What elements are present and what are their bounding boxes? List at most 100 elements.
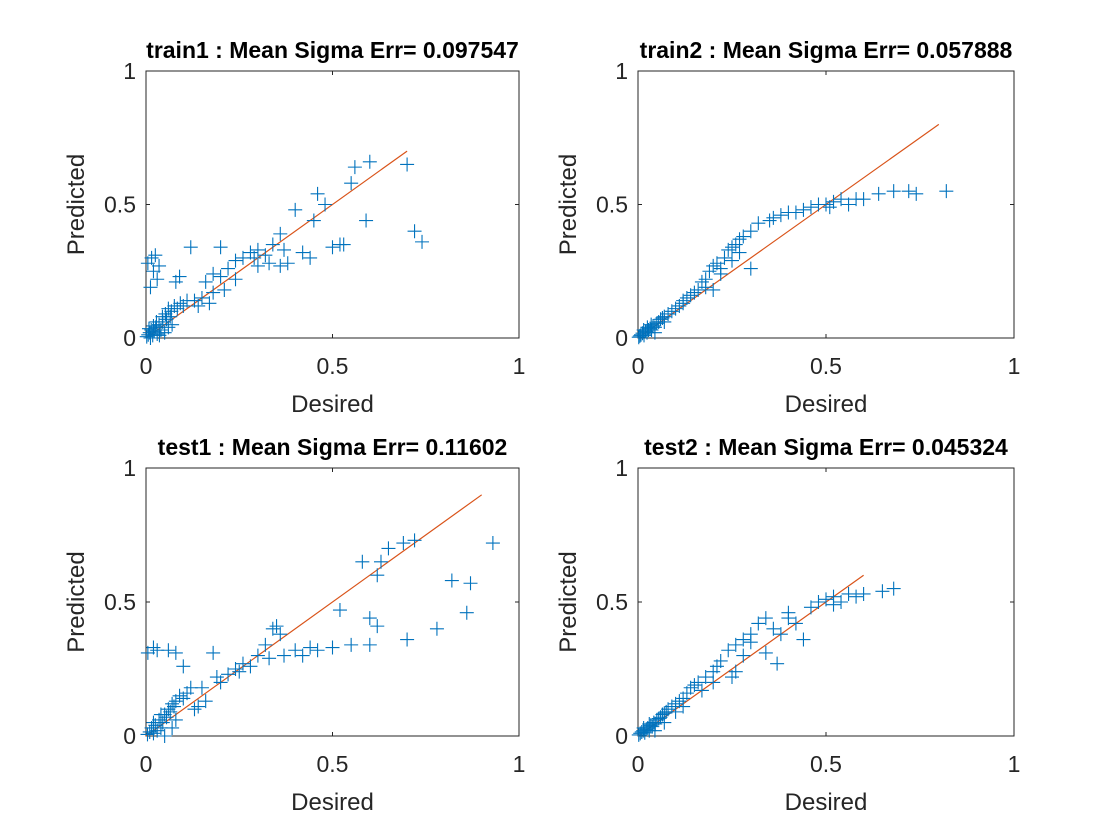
data-point bbox=[140, 727, 155, 742]
data-point bbox=[247, 250, 262, 265]
data-point bbox=[706, 258, 721, 273]
data-point bbox=[732, 245, 747, 260]
data-point bbox=[194, 680, 209, 695]
data-point bbox=[143, 280, 158, 295]
data-point bbox=[194, 290, 209, 305]
data-point bbox=[463, 576, 478, 591]
data-point bbox=[243, 659, 258, 674]
data-point bbox=[819, 592, 833, 607]
x-axis-label: Desired bbox=[785, 391, 868, 418]
data-point bbox=[336, 237, 351, 252]
data-point bbox=[213, 240, 228, 255]
data-point bbox=[144, 250, 159, 265]
data-point bbox=[770, 656, 785, 671]
data-point bbox=[856, 192, 871, 207]
data-point bbox=[826, 194, 841, 209]
data-point bbox=[655, 310, 670, 325]
y-tick-label: 1 bbox=[615, 58, 628, 84]
data-point bbox=[636, 322, 651, 337]
data-point bbox=[691, 675, 706, 690]
subplot-4: 0 0.5 1 0 0.5 1 test2 : Mean Sigma Err= 0.0453… bbox=[555, 434, 1020, 816]
data-point bbox=[150, 272, 165, 287]
data-point bbox=[811, 197, 826, 212]
data-point bbox=[232, 664, 247, 679]
data-point bbox=[176, 691, 191, 706]
data-point bbox=[209, 670, 224, 685]
data-point bbox=[649, 712, 664, 727]
data-point bbox=[258, 637, 273, 652]
data-point bbox=[676, 699, 691, 714]
data-point bbox=[262, 256, 277, 271]
data-point bbox=[153, 707, 168, 722]
data-point bbox=[939, 184, 954, 199]
y-tick-label: 1 bbox=[123, 58, 136, 84]
data-point bbox=[679, 686, 694, 701]
data-point bbox=[713, 261, 728, 276]
data-point bbox=[277, 648, 292, 663]
data-point bbox=[146, 640, 161, 655]
data-point bbox=[161, 320, 176, 335]
data-point bbox=[213, 675, 228, 690]
data-point bbox=[758, 645, 773, 660]
y-tick-label: 1 bbox=[615, 455, 628, 481]
data-point bbox=[725, 670, 739, 685]
data-point bbox=[636, 720, 651, 735]
data-point bbox=[849, 589, 864, 604]
data-point bbox=[228, 662, 243, 676]
data-point bbox=[168, 712, 183, 727]
data-point bbox=[875, 584, 890, 599]
data-point bbox=[325, 240, 340, 255]
data-point bbox=[803, 600, 818, 615]
data-point bbox=[142, 724, 157, 739]
data-point bbox=[721, 643, 736, 658]
data-point bbox=[732, 232, 747, 247]
data-point bbox=[796, 202, 811, 217]
data-point bbox=[841, 197, 856, 212]
data-point bbox=[886, 184, 901, 199]
data-point bbox=[187, 702, 202, 717]
data-point bbox=[273, 258, 288, 273]
data-point bbox=[728, 664, 743, 679]
data-point bbox=[694, 274, 709, 289]
data-point bbox=[803, 200, 818, 215]
data-point bbox=[159, 312, 174, 327]
x-axis-label: Desired bbox=[291, 391, 374, 418]
data-point bbox=[640, 320, 655, 335]
data-point bbox=[332, 603, 347, 618]
data-point bbox=[168, 645, 183, 660]
data-point bbox=[631, 330, 646, 345]
subplot-2: 0 0.5 1 0 0.5 1 train2 : Mean Sigma Err= 0.057… bbox=[555, 37, 1020, 418]
x-tick-label: 1 bbox=[513, 353, 526, 379]
data-point bbox=[318, 197, 333, 212]
data-point bbox=[661, 702, 676, 717]
data-point bbox=[709, 256, 724, 271]
subplot-1: 0 0.5 1 0 0.5 1 train1 : Mean Sigma Err= 0.097… bbox=[63, 37, 525, 418]
data-point bbox=[694, 683, 709, 698]
data-point bbox=[217, 282, 232, 297]
x-tick-label: 0.5 bbox=[317, 353, 349, 379]
data-point bbox=[277, 242, 292, 257]
data-point bbox=[725, 240, 739, 255]
data-point bbox=[698, 670, 713, 685]
data-point bbox=[173, 296, 188, 311]
data-point bbox=[901, 184, 916, 199]
data-point bbox=[773, 208, 788, 223]
x-tick-label: 1 bbox=[1008, 353, 1021, 379]
data-point bbox=[235, 656, 250, 671]
data-point bbox=[444, 573, 459, 588]
x-tick-label: 0 bbox=[632, 353, 645, 379]
data-point bbox=[140, 645, 155, 660]
y-axis-label: Predicted bbox=[555, 154, 582, 255]
x-tick-label: 0.5 bbox=[317, 751, 349, 777]
data-point bbox=[642, 716, 657, 731]
x-tick-label: 0 bbox=[140, 353, 153, 379]
data-point bbox=[265, 621, 280, 636]
data-point bbox=[344, 637, 359, 652]
data-point bbox=[164, 304, 179, 319]
data-point bbox=[664, 304, 679, 319]
data-point bbox=[736, 229, 751, 244]
data-point bbox=[258, 248, 273, 263]
data-point bbox=[172, 688, 187, 703]
y-axis-label: Predicted bbox=[63, 154, 90, 255]
data-point bbox=[146, 318, 161, 333]
